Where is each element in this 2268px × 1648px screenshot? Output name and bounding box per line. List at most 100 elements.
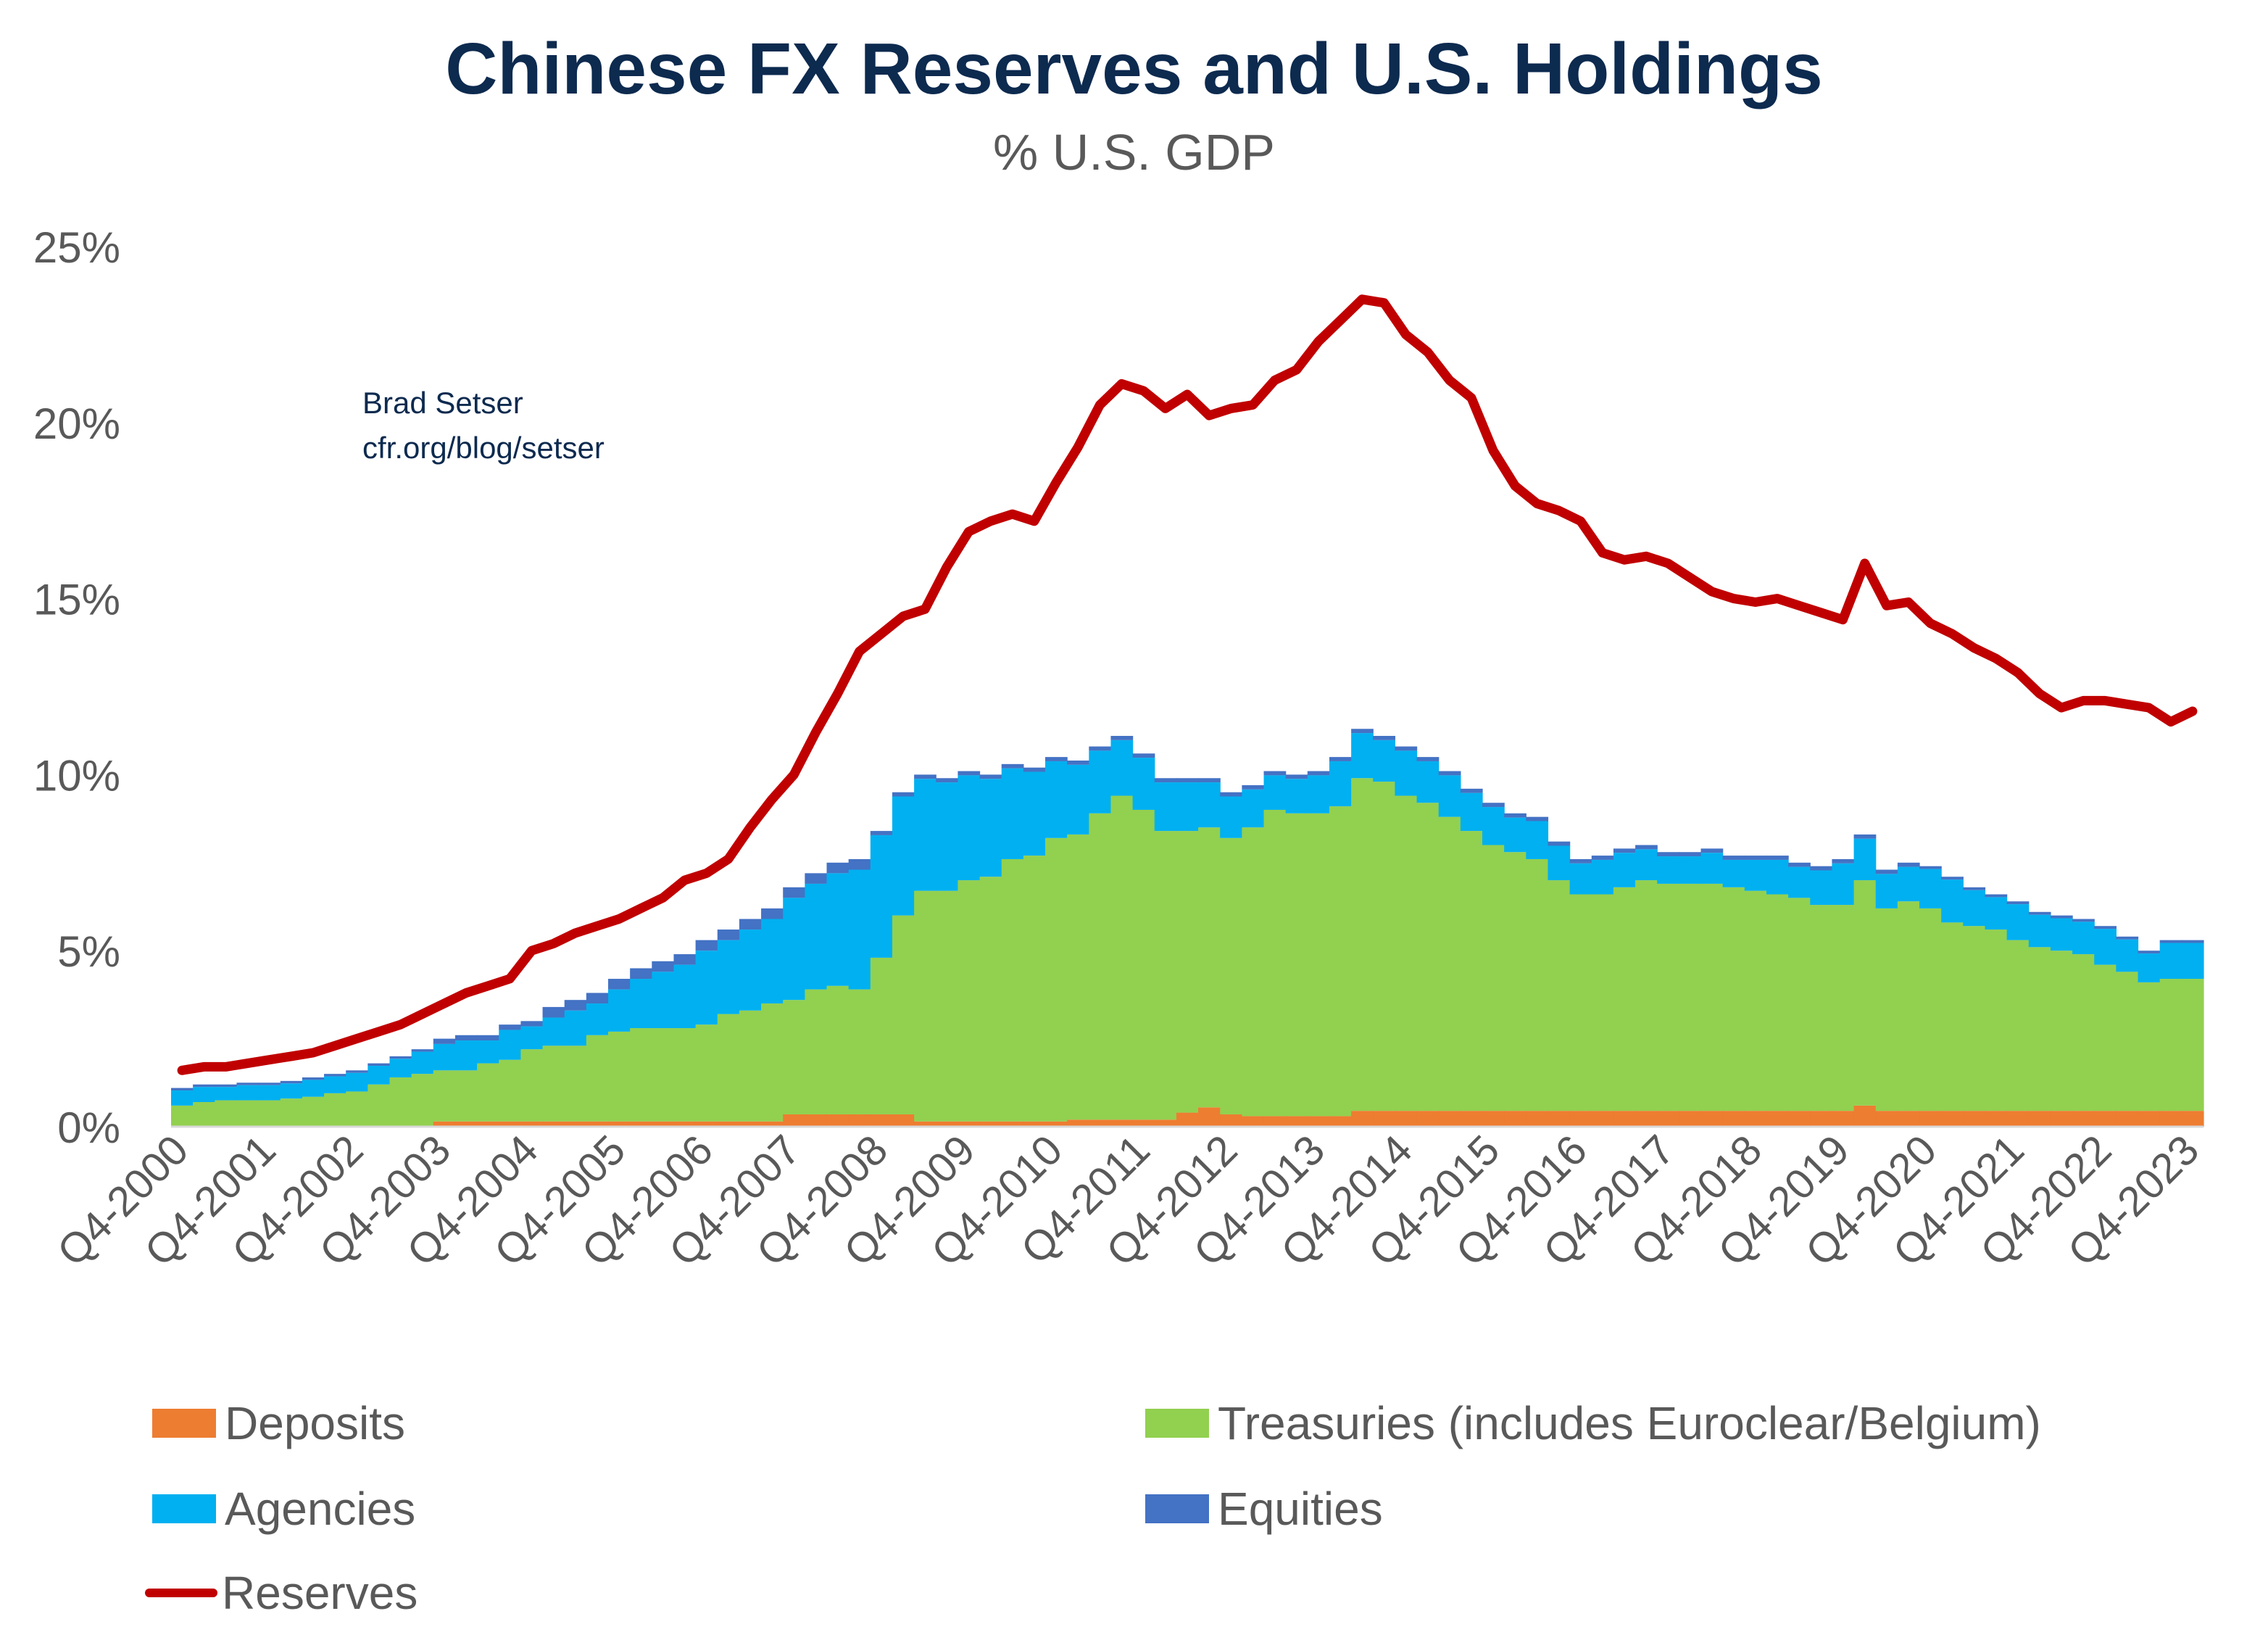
bar-treasuries <box>171 1105 194 1127</box>
bar-equities <box>1001 763 1024 769</box>
bar-agencies <box>1985 897 2008 930</box>
bar-treasuries <box>1569 894 1592 1111</box>
bar-equities <box>1023 767 1046 772</box>
bar-equities <box>1110 735 1134 740</box>
bar-equities <box>805 873 828 884</box>
bar-deposits <box>870 1114 893 1127</box>
bar-deposits <box>1591 1111 1614 1127</box>
bar-agencies <box>1897 866 1920 902</box>
bar-treasuries <box>1395 795 1418 1111</box>
bar-treasuries <box>1810 905 1833 1111</box>
bar-treasuries <box>608 1031 631 1122</box>
bar-agencies <box>564 1010 587 1046</box>
bar-deposits <box>2094 1111 2117 1127</box>
bar-treasuries <box>324 1093 346 1127</box>
bar-agencies <box>1089 750 1112 813</box>
bar-deposits <box>1810 1111 1833 1127</box>
bar-equities <box>1438 771 1461 776</box>
bar-deposits <box>1832 1111 1855 1127</box>
bar-agencies <box>1482 807 1505 845</box>
bar-agencies <box>1788 866 1811 898</box>
bar-treasuries <box>1700 883 1724 1111</box>
bar-deposits <box>761 1121 784 1127</box>
bar-equities <box>1875 869 1898 874</box>
bar-equities <box>1919 866 1942 869</box>
bar-treasuries <box>1985 929 2008 1111</box>
bar-treasuries <box>586 1035 609 1122</box>
bar-deposits <box>2181 1111 2204 1127</box>
bar-equities <box>1679 852 1702 857</box>
bar-agencies <box>1832 863 1855 906</box>
legend-item-deposits: Deposits <box>152 1396 405 1450</box>
bar-equities <box>1722 856 1745 860</box>
bar-deposits <box>1744 1111 1767 1127</box>
bar-agencies <box>236 1085 259 1101</box>
bar-treasuries <box>367 1084 391 1127</box>
bar-deposits <box>586 1121 609 1127</box>
bar-deposits <box>1067 1119 1089 1127</box>
bar-treasuries <box>1526 858 1549 1111</box>
bar-equities <box>454 1035 478 1041</box>
bar-agencies <box>1591 859 1614 895</box>
bar-agencies <box>1329 761 1352 807</box>
bar-agencies <box>652 972 675 1029</box>
bar-equities <box>586 993 609 1004</box>
bar-deposits <box>958 1121 981 1127</box>
bar-treasuries <box>1373 782 1396 1111</box>
bar-deposits <box>892 1114 915 1127</box>
bar-agencies <box>1766 859 1789 895</box>
bar-agencies <box>586 1003 609 1035</box>
bar-equities <box>1591 856 1614 860</box>
bar-agencies <box>2116 939 2139 972</box>
bar-treasuries <box>739 1010 762 1122</box>
bar-treasuries <box>2181 979 2204 1111</box>
bar-treasuries <box>2050 951 2073 1111</box>
bar-agencies <box>1810 870 1833 906</box>
bar-treasuries <box>979 877 1002 1122</box>
credit-author: Brad Setser <box>362 386 523 420</box>
bar-treasuries <box>1766 894 1789 1111</box>
bar-equities <box>1045 757 1068 761</box>
bar-equities <box>2138 951 2161 954</box>
bar-treasuries <box>1635 880 1658 1111</box>
bar-treasuries <box>520 1049 544 1122</box>
bar-deposits <box>1307 1116 1330 1127</box>
bar-equities <box>914 774 936 779</box>
bar-treasuries <box>542 1045 565 1122</box>
bar-deposits <box>2159 1111 2182 1127</box>
bar-deposits <box>2116 1111 2139 1127</box>
bar-deposits <box>1329 1116 1352 1127</box>
bar-deposits <box>433 1121 456 1127</box>
bar-deposits <box>564 1121 587 1127</box>
bar-equities <box>826 862 850 874</box>
bar-agencies <box>1220 796 1242 838</box>
bar-agencies <box>1395 750 1418 796</box>
bar-equities <box>2181 940 2204 943</box>
bar-deposits <box>1176 1112 1199 1127</box>
bar-equities <box>979 774 1002 779</box>
bar-agencies <box>193 1087 215 1103</box>
bar-agencies <box>1460 792 1483 832</box>
bar-equities <box>892 792 915 797</box>
bar-treasuries <box>346 1091 368 1127</box>
bar-treasuries <box>1154 831 1177 1120</box>
bar-equities <box>193 1084 215 1088</box>
bar-equities <box>477 1035 499 1041</box>
bar-deposits <box>2072 1111 2095 1127</box>
legend-label-equities: Equities <box>1218 1483 1383 1535</box>
bar-deposits <box>1722 1111 1745 1127</box>
bar-equities <box>695 940 718 951</box>
bar-agencies <box>1526 821 1549 859</box>
bar-deposits <box>1853 1105 1877 1127</box>
bar-equities <box>367 1063 391 1066</box>
bar-equities <box>761 908 784 919</box>
bar-agencies <box>848 869 871 990</box>
bar-agencies <box>1548 845 1571 881</box>
bar-deposits <box>1657 1111 1679 1127</box>
bar-treasuries <box>1001 858 1024 1122</box>
bar-equities <box>630 968 652 980</box>
bar-agencies <box>1657 856 1679 884</box>
bar-equities <box>673 954 697 965</box>
bar-agencies <box>454 1040 478 1071</box>
bar-agencies <box>1176 782 1199 832</box>
